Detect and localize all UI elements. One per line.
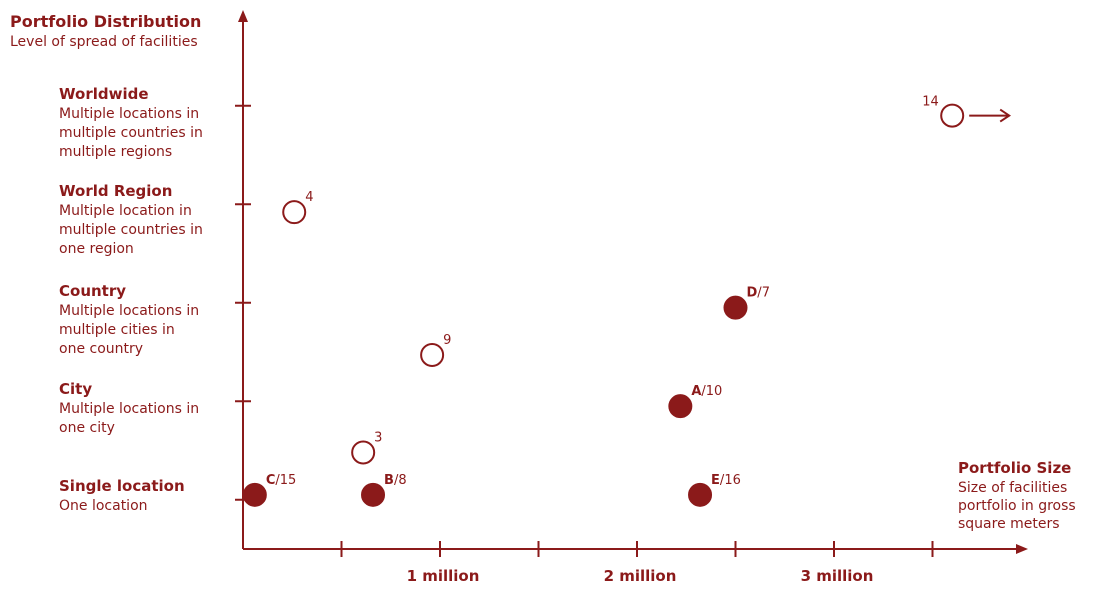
filled-point: [688, 482, 713, 507]
point-label: E/16: [711, 473, 741, 488]
y-axis-title: Portfolio Distribution: [10, 12, 201, 31]
point-number: 4: [305, 190, 313, 205]
y-level-description: multiple countries in: [59, 222, 203, 238]
y-level-description: One location: [59, 498, 148, 514]
point-letter: E: [711, 473, 720, 488]
open-point: [282, 200, 307, 225]
y-level-description: multiple countries in: [59, 125, 203, 141]
filled-point: [361, 482, 386, 507]
point-label: B/8: [384, 473, 407, 488]
x-tick-label: 1 million: [407, 567, 480, 585]
y-level-name: Worldwide: [59, 85, 149, 103]
y-level-description: one region: [59, 241, 134, 257]
x-axis-subtitle-line: square meters: [958, 516, 1060, 532]
point-label: 4: [305, 190, 313, 205]
y-level-name: World Region: [59, 182, 172, 200]
data-points: C/15 B/8 E/16 A/10 D/7 3 9 4 14: [242, 95, 1012, 507]
y-level-description: one country: [59, 341, 143, 357]
x-axis-subtitle-line: Size of facilities: [958, 480, 1067, 496]
point-number: 10: [706, 384, 723, 399]
point-letter: A: [691, 384, 701, 399]
x-tick-label: 3 million: [801, 567, 874, 585]
point-number: 3: [374, 430, 382, 445]
point-label: A/10: [691, 384, 722, 399]
x-tick-label: 2 million: [604, 567, 677, 585]
y-level-description: Multiple location in: [59, 203, 192, 219]
point-label: C/15: [266, 473, 296, 488]
y-level-description: Multiple locations in: [59, 106, 199, 122]
axes: [238, 10, 1028, 554]
point-letter: B: [384, 473, 394, 488]
y-level-description: multiple cities in: [59, 322, 175, 338]
y-level-description: one city: [59, 420, 115, 436]
y-level-name: City: [59, 380, 92, 398]
point-number: 16: [724, 473, 741, 488]
y-level-description: Multiple locations in: [59, 401, 199, 417]
y-level-name: Single location: [59, 477, 185, 495]
y-level-description: multiple regions: [59, 144, 172, 160]
y-level-name: Country: [59, 282, 126, 300]
point-label: 14: [922, 95, 939, 110]
ticks: [235, 104, 934, 557]
point-number: 14: [922, 95, 939, 110]
filled-point: [242, 482, 267, 507]
point-label: 3: [374, 430, 382, 445]
continuation-arrow-head: [999, 108, 1012, 123]
open-point: [420, 342, 445, 367]
point-number: 8: [398, 473, 406, 488]
point-number: 7: [762, 286, 770, 301]
point-number: 15: [280, 473, 297, 488]
point-number: 9: [443, 333, 451, 348]
x-axis-subtitle-line: portfolio in gross: [958, 498, 1076, 514]
point-letter: C: [266, 473, 276, 488]
filled-point: [668, 394, 693, 419]
y-axis-subtitle: Level of spread of facilities: [10, 34, 198, 50]
open-point: [351, 440, 376, 465]
y-axis-arrowhead: [238, 10, 248, 22]
x-axis-arrowhead: [1016, 544, 1028, 554]
labels: Portfolio Distribution Level of spread o…: [10, 12, 1076, 585]
y-level-description: Multiple locations in: [59, 303, 199, 319]
point-letter: D: [747, 286, 758, 301]
point-label: 9: [443, 333, 451, 348]
point-label: D/7: [747, 286, 770, 301]
filled-point: [723, 295, 748, 320]
x-axis-title: Portfolio Size: [958, 459, 1071, 477]
open-point: [940, 103, 965, 128]
